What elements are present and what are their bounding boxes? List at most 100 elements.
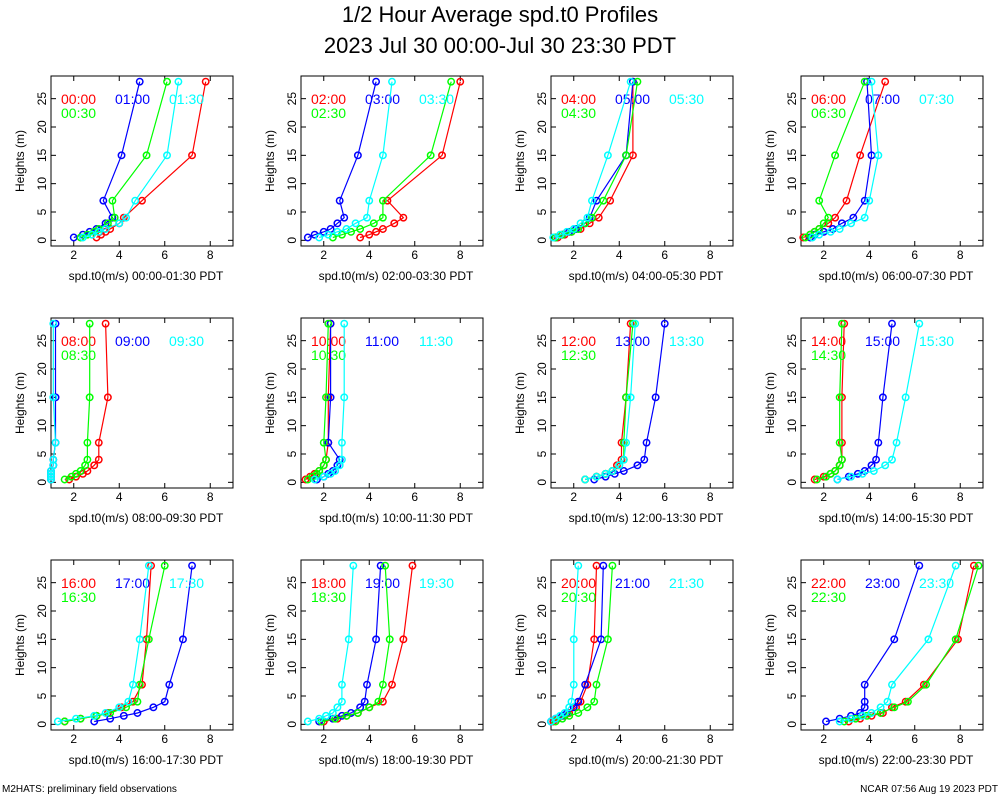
- plot-frame: [550, 317, 734, 489]
- legend-entry: 02:00: [311, 91, 346, 107]
- legend-entry: 12:00: [561, 333, 596, 349]
- data-point: [363, 213, 371, 222]
- data-point: [951, 561, 960, 570]
- data-point: [53, 717, 62, 726]
- data-point: [974, 561, 983, 570]
- x-tick-label: 6: [911, 732, 918, 746]
- y-tick-label: 5: [535, 208, 549, 215]
- legend-entry: 19:30: [419, 575, 454, 591]
- data-point: [115, 703, 124, 712]
- y-tick-label: 5: [35, 450, 49, 457]
- legend-entry: 21:30: [669, 575, 704, 591]
- y-tick-label: 0: [285, 721, 299, 728]
- data-point: [815, 230, 824, 239]
- data-point: [149, 703, 158, 712]
- x-tick-label: 4: [366, 248, 373, 262]
- x-axis-label: spd.t0(m/s) 18:00-19:30 PDT: [319, 753, 474, 767]
- data-point: [369, 219, 378, 228]
- series-line: [57, 565, 150, 723]
- data-point: [85, 319, 94, 328]
- profile-panel: 2 4 6 8 0 5 10 15 20 25 Heights (m) spd.t0(m/s) 16:…: [13, 559, 234, 767]
- data-point: [619, 455, 628, 464]
- legend-entry: 23:30: [919, 575, 954, 591]
- data-point: [90, 711, 99, 720]
- y-tick-label: 10: [535, 419, 549, 433]
- figure-subtitle: 2023 Jul 30 00:00-Jul 30 23:30 PDT: [324, 33, 676, 58]
- x-tick-label: 4: [366, 490, 373, 504]
- data-point: [88, 230, 96, 239]
- data-point: [49, 455, 58, 464]
- legend-entry: 22:00: [811, 575, 846, 591]
- y-tick-label: 20: [35, 120, 49, 134]
- x-axis-label: spd.t0(m/s) 22:00-23:30 PDT: [819, 753, 974, 767]
- data-point: [599, 561, 608, 570]
- data-point: [892, 438, 901, 447]
- data-point: [51, 438, 60, 447]
- series-line: [555, 565, 613, 723]
- y-tick-label: 20: [785, 604, 799, 618]
- data-point: [365, 196, 374, 205]
- data-point: [160, 697, 169, 706]
- y-tick-label: 25: [35, 576, 49, 590]
- plot-frame: [800, 559, 984, 731]
- y-tick-label: 5: [285, 692, 299, 699]
- data-point: [49, 319, 58, 328]
- data-point: [60, 475, 69, 484]
- data-point: [608, 561, 617, 570]
- data-point: [626, 393, 635, 402]
- data-point: [324, 438, 333, 447]
- legend-entry: 20:30: [561, 589, 596, 605]
- y-axis-label: Heights (m): [513, 372, 527, 434]
- legend-entry: 11:00: [365, 333, 399, 349]
- plot-frame: [550, 75, 734, 247]
- x-tick-label: 6: [911, 248, 918, 262]
- data-point: [890, 635, 899, 644]
- x-tick-label: 4: [116, 248, 123, 262]
- data-point: [165, 680, 174, 689]
- data-point: [824, 213, 833, 222]
- figure-title: 1/2 Hour Average spd.t0 Profiles: [342, 2, 658, 27]
- data-point: [372, 77, 381, 86]
- x-tick-label: 8: [457, 490, 464, 504]
- legend-entry: 20:00: [561, 575, 596, 591]
- x-tick-label: 4: [116, 732, 123, 746]
- data-point: [94, 455, 103, 464]
- y-tick-label: 20: [285, 604, 299, 618]
- series-line: [80, 81, 168, 239]
- series-0930: [47, 319, 60, 484]
- y-axis-label: Heights (m): [513, 130, 527, 192]
- y-tick-label: 25: [35, 92, 49, 106]
- data-point: [601, 469, 610, 478]
- data-point: [315, 233, 324, 242]
- x-tick-label: 4: [866, 490, 873, 504]
- data-point: [622, 151, 631, 160]
- data-point: [378, 680, 387, 689]
- data-point: [356, 225, 365, 233]
- y-tick-label: 15: [535, 148, 549, 162]
- x-tick-label: 6: [411, 490, 418, 504]
- series-line: [553, 81, 632, 239]
- y-tick-label: 5: [785, 208, 799, 215]
- data-point: [47, 469, 55, 478]
- data-point: [201, 77, 210, 86]
- y-tick-label: 10: [285, 661, 299, 675]
- y-tick-label: 20: [535, 604, 549, 618]
- data-point: [331, 467, 340, 475]
- y-tick-label: 10: [35, 419, 49, 433]
- series-line: [314, 323, 345, 481]
- plot-frame: [50, 317, 234, 489]
- plot-frame: [50, 559, 234, 731]
- legend-entry: 05:00: [615, 91, 650, 107]
- x-tick-label: 6: [161, 248, 168, 262]
- legend-entry: 14:00: [811, 333, 846, 349]
- profile-panel: 2 4 6 8 0 5 10 15 20 25 Heights (m) spd.t0(m/s) 14:…: [763, 317, 984, 525]
- legend-entry: 04:30: [561, 105, 596, 121]
- data-point: [915, 319, 924, 328]
- data-point: [188, 561, 197, 570]
- legend-entry: 13:30: [669, 333, 704, 349]
- series-1930: [303, 561, 358, 726]
- x-tick-label: 8: [457, 732, 464, 746]
- y-tick-label: 15: [285, 632, 299, 646]
- legend-entry: 15:00: [865, 333, 900, 349]
